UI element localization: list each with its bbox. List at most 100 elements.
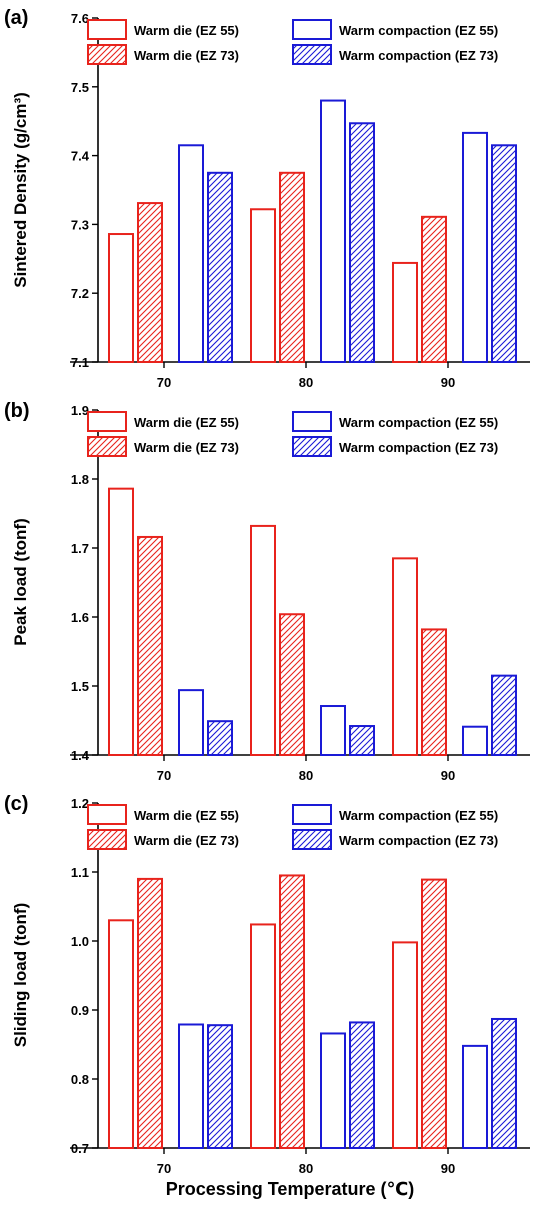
legend-swatch <box>87 829 127 850</box>
panel-b: (b) Peak load (tonf) 1.4 1.5 1.6 1.7 1.8 1.9 7… <box>4 400 530 783</box>
bar-warm-compaction-ez55 <box>320 99 346 363</box>
bar-warm-die-ez55 <box>392 557 418 756</box>
legend-swatch <box>292 829 332 850</box>
panel-b-plot: 1.4 1.5 1.6 1.7 1.8 1.9 70 80 90 Warm die (EZ 55)… <box>70 403 530 783</box>
bar-warm-die-ez55 <box>392 941 418 1149</box>
bar-warm-die-ez55 <box>392 261 418 364</box>
legend-label: Warm die (EZ 73) <box>134 440 239 455</box>
legend-swatch <box>292 44 332 65</box>
y-tick-label: 1.4 <box>71 748 90 763</box>
x-tick-label: 80 <box>299 768 313 783</box>
bar-warm-die-ez55 <box>250 923 276 1149</box>
y-tick-label: 1.2 <box>71 796 89 811</box>
y-tick-label: 7.4 <box>71 149 90 164</box>
legend-label: Warm compaction (EZ 73) <box>339 48 498 63</box>
x-axis-label: Processing Temperature (℃) <box>166 1179 415 1199</box>
bar-warm-die-ez73 <box>137 202 163 363</box>
legend-swatch <box>87 19 127 40</box>
bar-warm-compaction-ez73 <box>349 1021 375 1149</box>
bar-warm-compaction-ez55 <box>462 1044 488 1150</box>
bar-warm-compaction-ez55 <box>178 1023 204 1149</box>
y-tick-label: 1.9 <box>71 403 89 418</box>
x-tick-label: 80 <box>299 375 313 390</box>
legend-swatch <box>292 19 332 40</box>
bar-warm-die-ez55 <box>108 919 134 1149</box>
bar-warm-compaction-ez55 <box>462 131 488 363</box>
legend-swatch <box>87 44 127 65</box>
panel-c-label: (c) <box>4 793 28 815</box>
bar-warm-die-ez55 <box>250 524 276 756</box>
bar-warm-compaction-ez55 <box>178 689 204 757</box>
x-tick-label: 70 <box>157 375 171 390</box>
y-tick-label: 0.8 <box>71 1072 89 1087</box>
bar-warm-compaction-ez73 <box>491 674 517 757</box>
legend-swatch <box>87 804 127 825</box>
legend-swatch <box>292 804 332 825</box>
y-tick-label: 0.7 <box>71 1141 89 1156</box>
panel-b-y-axis-label: Peak load (tonf) <box>11 518 30 646</box>
bar-warm-compaction-ez73 <box>349 122 375 363</box>
panel-c-y-axis-label: Sliding load (tonf) <box>11 903 30 1047</box>
panel-b-label: (b) <box>4 400 30 422</box>
legend-label: Warm die (EZ 55) <box>134 23 239 38</box>
panel-a-label: (a) <box>4 7 28 29</box>
panel-c-plot: 0.7 0.8 0.9 1.0 1.1 1.2 70 80 90 Warm die (EZ 55)… <box>70 796 530 1176</box>
bar-warm-die-ez55 <box>108 487 134 756</box>
bar-warm-die-ez73 <box>421 215 447 363</box>
legend-label: Warm compaction (EZ 55) <box>339 415 498 430</box>
x-tick-label: 90 <box>441 375 455 390</box>
legend-label: Warm die (EZ 73) <box>134 833 239 848</box>
x-tick-label: 70 <box>157 1161 171 1176</box>
y-tick-label: 7.6 <box>71 11 89 26</box>
bar-warm-die-ez73 <box>137 877 163 1150</box>
y-tick-label: 0.9 <box>71 1003 89 1018</box>
legend-label: Warm compaction (EZ 73) <box>339 440 498 455</box>
bar-warm-die-ez73 <box>421 628 447 756</box>
y-tick-label: 1.0 <box>71 934 89 949</box>
bar-warm-compaction-ez73 <box>207 1024 233 1150</box>
bar-warm-compaction-ez55 <box>320 1032 346 1149</box>
bar-warm-die-ez73 <box>421 878 447 1150</box>
y-tick-label: 7.1 <box>71 355 89 370</box>
y-tick-label: 1.1 <box>71 865 89 880</box>
y-tick-label: 7.2 <box>71 286 89 301</box>
legend-swatch <box>292 436 332 457</box>
legend-swatch <box>87 436 127 457</box>
legend-label: Warm die (EZ 55) <box>134 808 239 823</box>
y-tick-label: 7.5 <box>71 80 89 95</box>
bar-warm-die-ez55 <box>108 233 134 363</box>
bar-warm-compaction-ez55 <box>462 725 488 757</box>
bar-warm-compaction-ez73 <box>207 171 233 363</box>
panel-a: (a) Sintered Density (g/cm³) 7.17.27.37.… <box>4 7 530 390</box>
bar-warm-compaction-ez55 <box>178 144 204 363</box>
y-tick-label: 1.7 <box>71 541 89 556</box>
panel-c: (c) Sliding load (tonf) 0.7 0.8 0.9 1.0 1.1 1… <box>4 793 530 1199</box>
x-tick-label: 80 <box>299 1161 313 1176</box>
legend-label: Warm compaction (EZ 73) <box>339 833 498 848</box>
legend-label: Warm die (EZ 55) <box>134 415 239 430</box>
bar-warm-compaction-ez73 <box>491 1017 517 1149</box>
bar-warm-compaction-ez73 <box>349 725 375 757</box>
legend-label: Warm compaction (EZ 55) <box>339 808 498 823</box>
bar-warm-die-ez55 <box>250 208 276 363</box>
x-tick-label: 70 <box>157 768 171 783</box>
x-tick-label: 90 <box>441 1161 455 1176</box>
panel-a-plot: 7.1 7.2 7.3 7.4 7.5 7.6 70 80 90 Warm die (EZ 55)… <box>70 11 530 390</box>
bar-warm-compaction-ez73 <box>207 720 233 757</box>
x-tick-label: 90 <box>441 768 455 783</box>
y-tick-label: 7.3 <box>71 217 89 232</box>
y-tick-label: 1.6 <box>71 610 89 625</box>
bar-warm-die-ez73 <box>279 171 305 363</box>
bar-warm-compaction-ez73 <box>491 144 517 363</box>
bar-warm-die-ez73 <box>137 535 163 757</box>
legend-label: Warm die (EZ 73) <box>134 48 239 63</box>
y-tick-label: 1.5 <box>71 679 89 694</box>
bar-warm-die-ez73 <box>279 613 305 756</box>
legend-label: Warm compaction (EZ 55) <box>339 23 498 38</box>
bar-warm-die-ez73 <box>279 874 305 1149</box>
bar-warm-compaction-ez55 <box>320 705 346 757</box>
legend-swatch <box>292 411 332 432</box>
y-tick-label: 1.8 <box>71 472 89 487</box>
legend-swatch <box>87 411 127 432</box>
